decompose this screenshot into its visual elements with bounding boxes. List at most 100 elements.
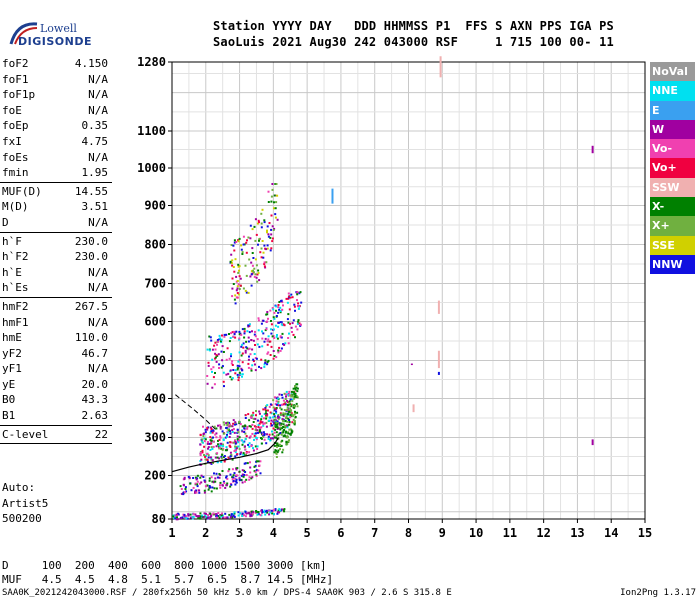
echo-point: [257, 469, 260, 472]
echo-point: [260, 256, 263, 259]
echo-point: [275, 335, 278, 338]
echo-point: [266, 404, 269, 407]
echo-point: [259, 460, 262, 463]
echo-point: [265, 248, 268, 251]
echo-point: [230, 378, 233, 381]
echo-point: [226, 431, 229, 434]
echo-point: [262, 435, 265, 438]
echo-point: [275, 400, 278, 403]
echo-point: [230, 353, 233, 356]
echo-point: [275, 424, 278, 427]
echo-point: [275, 431, 278, 434]
echo-point: [274, 423, 277, 426]
echo-point: [244, 417, 247, 419]
echo-point: [218, 334, 221, 337]
echo-point: [219, 481, 222, 484]
echo-point: [284, 401, 287, 404]
echo-point: [232, 266, 235, 268]
echo-point: [207, 454, 210, 457]
param-label: M(D): [2, 200, 29, 214]
echo-point: [276, 218, 279, 221]
echo-point: [218, 476, 221, 479]
echo-point: [226, 424, 229, 426]
echo-point: [254, 258, 257, 261]
echo-point: [296, 328, 299, 331]
echo-point: [263, 438, 266, 441]
echo-point: [235, 481, 238, 484]
echo-point: [296, 305, 299, 308]
echo-point: [230, 262, 233, 264]
logo-text-digisonde: DIGISONDE: [18, 35, 92, 48]
echo-point: [234, 336, 237, 339]
echo-point: [289, 398, 292, 401]
echo-point: [277, 402, 280, 405]
echo-point: [227, 372, 230, 375]
echo-point: [267, 235, 270, 238]
param-row: fxI 4.75: [0, 134, 165, 150]
param-value: 4.150: [74, 57, 108, 70]
echo-point: [277, 434, 280, 437]
param-separator: [0, 296, 112, 298]
echo-point: [212, 481, 215, 484]
echo-point: [240, 474, 243, 477]
echo-point: [230, 332, 233, 335]
echo-point: [282, 423, 285, 426]
echo-point: [288, 428, 291, 431]
echo-point: [196, 515, 199, 518]
echo-point: [234, 451, 237, 454]
echo-point: [288, 308, 291, 311]
echo-point: [214, 433, 217, 436]
y-tick-label: 300: [144, 431, 166, 445]
x-tick-label: 6: [337, 526, 344, 540]
echo-point: [232, 480, 235, 482]
echo-point: [203, 515, 206, 518]
echo-point: [256, 280, 259, 283]
echo-point: [288, 423, 290, 426]
echo-point: [273, 415, 276, 418]
legend-item: W: [650, 119, 695, 140]
echo-point: [218, 438, 221, 441]
echo-point: [225, 516, 228, 519]
echo-point: [287, 321, 290, 324]
param-label: hmE: [2, 331, 22, 345]
echo-point: [211, 447, 214, 450]
echo-point: [272, 316, 275, 319]
echo-point: [263, 261, 266, 264]
echo-point: [275, 436, 278, 439]
echo-point: [242, 475, 245, 478]
echo-point: [289, 404, 292, 407]
echo-point: [194, 476, 197, 479]
echo-point: [196, 480, 199, 483]
echo-point: [234, 369, 237, 372]
echo-point: [264, 513, 267, 516]
param-separator: [0, 231, 112, 233]
echo-point: [217, 443, 219, 446]
echo-point: [248, 476, 251, 479]
echo-point: [248, 442, 251, 445]
echo-point: [232, 441, 235, 444]
echo-point: [207, 488, 210, 491]
echo-point: [271, 512, 274, 515]
echo-point: [221, 484, 224, 487]
echo-point: [262, 424, 265, 427]
echo-point: [210, 430, 213, 433]
logo-text-lowell: Lowell: [40, 22, 77, 35]
echo-point: [236, 368, 239, 371]
echo-point: [266, 343, 269, 346]
echo-point: [232, 335, 235, 338]
echo-point: [199, 433, 202, 436]
echo-point: [199, 460, 202, 462]
echo-point: [255, 414, 257, 417]
echo-point: [180, 492, 183, 495]
echo-point: [244, 515, 247, 518]
echo-point: [239, 284, 242, 287]
echo-point: [217, 340, 220, 343]
echo-point: [247, 325, 250, 328]
echo-point: [202, 435, 205, 437]
echo-point: [210, 437, 213, 440]
param-value: N/A: [88, 72, 108, 86]
echo-point: [208, 442, 211, 445]
echo-point: [279, 444, 282, 446]
echo-point: [210, 339, 213, 342]
echo-point: [237, 240, 240, 243]
